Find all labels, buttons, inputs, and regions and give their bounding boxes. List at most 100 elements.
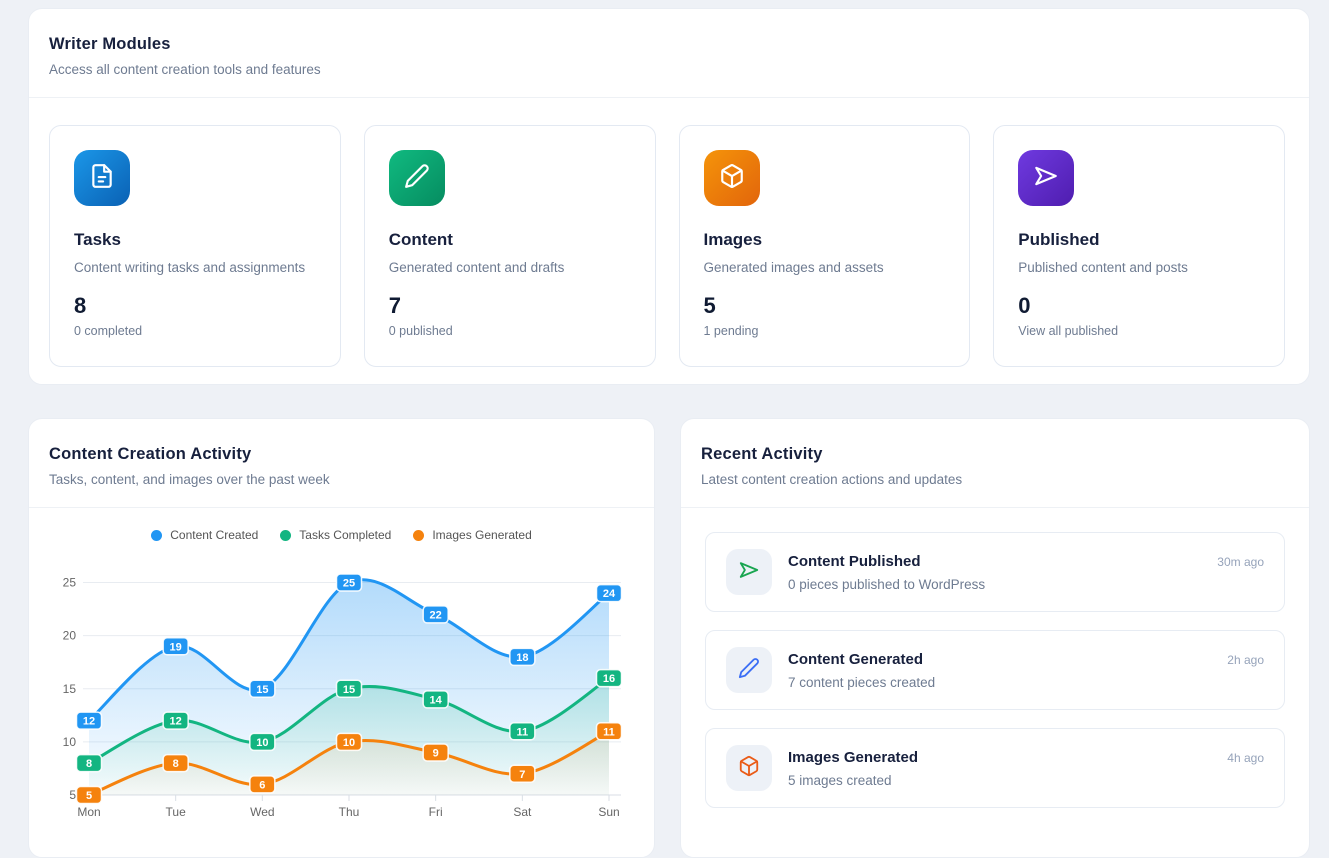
svg-text:18: 18 <box>516 652 528 664</box>
svg-text:15: 15 <box>63 682 77 696</box>
activity-item-description: 7 content pieces created <box>788 674 936 690</box>
chart-title: Content Creation Activity <box>49 445 252 463</box>
modules-row: Tasks Content writing tasks and assignme… <box>29 98 1309 367</box>
module-card-images[interactable]: Images Generated images and assets 5 1 p… <box>678 125 971 367</box>
chart-subtitle: Tasks, content, and images over the past… <box>49 472 330 487</box>
module-title: Images <box>703 230 763 249</box>
svg-text:Tue: Tue <box>166 805 187 819</box>
activity-item-description: 5 images created <box>788 772 892 788</box>
svg-text:Sat: Sat <box>513 805 532 819</box>
svg-text:20: 20 <box>63 629 77 643</box>
data-point-label: 7 <box>509 764 536 784</box>
published-icon-tile <box>1018 150 1075 206</box>
svg-text:22: 22 <box>430 609 442 621</box>
send-icon <box>1033 163 1059 194</box>
page-title: Writer Modules <box>49 35 171 53</box>
activity-body: Images Generated 4h ago 5 images created <box>788 749 1264 788</box>
data-point-label: 11 <box>509 722 536 741</box>
data-point-label: 16 <box>595 668 623 688</box>
activity-body: Content Generated 2h ago 7 content piece… <box>788 651 1264 690</box>
legend-item[interactable]: Images Generated <box>413 528 532 542</box>
data-point-label: 25 <box>335 573 363 592</box>
legend-label: Content Created <box>170 528 259 542</box>
svg-text:14: 14 <box>430 694 443 706</box>
legend-label: Images Generated <box>432 528 532 542</box>
cube-icon <box>719 163 745 194</box>
module-count: 7 <box>388 293 401 318</box>
svg-text:Thu: Thu <box>339 805 360 819</box>
data-point-label: 9 <box>422 743 449 762</box>
tasks-icon-tile <box>74 150 130 206</box>
module-card-content[interactable]: Content Generated content and drafts 7 0… <box>363 125 656 367</box>
svg-text:25: 25 <box>63 576 77 590</box>
legend-dot <box>151 529 163 541</box>
activity-icon-tile <box>726 549 772 595</box>
images-icon-tile <box>703 150 760 206</box>
svg-text:19: 19 <box>170 641 182 653</box>
svg-text:8: 8 <box>173 758 179 770</box>
file-icon <box>89 163 115 194</box>
data-point-label: 18 <box>509 647 536 667</box>
data-point-label: 14 <box>422 690 449 709</box>
legend-item[interactable]: Content Created <box>151 528 258 542</box>
activity-item-images-generated: Images Generated 4h ago 5 images created <box>705 728 1285 808</box>
data-point-label: 24 <box>595 583 623 603</box>
activity-line-chart: 5 10 15 20 25 Mon Tue Wed Thu Fri Sat Sun 12 19 15 25 22… <box>63 573 623 819</box>
activity-icon-tile <box>726 745 772 791</box>
svg-text:15: 15 <box>256 684 268 696</box>
module-description: Generated images and assets <box>703 260 884 275</box>
svg-text:7: 7 <box>519 769 525 781</box>
svg-text:6: 6 <box>259 779 265 791</box>
legend-item[interactable]: Tasks Completed <box>280 528 391 542</box>
svg-text:12: 12 <box>83 716 95 728</box>
activity-item-title: Images Generated <box>788 748 919 766</box>
data-point-label: 10 <box>249 732 276 752</box>
content-creation-activity-panel: Content Creation Activity Tasks, content… <box>28 418 655 858</box>
svg-text:16: 16 <box>603 673 615 685</box>
module-count: 0 <box>1018 293 1031 318</box>
content-icon-tile <box>388 150 445 206</box>
activity-item-content-generated: Content Generated 2h ago 7 content piece… <box>705 630 1285 710</box>
svg-text:Mon: Mon <box>77 805 100 819</box>
data-point-label: 11 <box>595 722 623 741</box>
chart-legend: Content Created Tasks Completed Images Gen… <box>29 528 654 542</box>
module-description: Published content and posts <box>1018 260 1188 275</box>
svg-text:24: 24 <box>603 588 616 600</box>
data-point-label: 10 <box>335 732 363 752</box>
data-point-label: 12 <box>162 711 189 730</box>
svg-text:11: 11 <box>517 726 529 738</box>
data-point-label: 12 <box>75 711 103 730</box>
writer-modules-panel: Writer Modules Access all content creati… <box>28 8 1310 385</box>
data-point-label: 6 <box>249 775 276 794</box>
svg-text:Sun: Sun <box>598 805 619 819</box>
data-point-label: 19 <box>162 637 189 656</box>
chart-panel-header: Content Creation Activity Tasks, content… <box>29 419 654 508</box>
activity-item-time: 2h ago <box>1227 652 1264 667</box>
module-count-sub: View all published <box>1018 324 1119 338</box>
svg-text:25: 25 <box>343 578 355 590</box>
activity-item-title: Content Generated <box>788 650 924 668</box>
module-card-tasks[interactable]: Tasks Content writing tasks and assignme… <box>49 125 341 367</box>
legend-label: Tasks Completed <box>299 528 392 542</box>
svg-text:5: 5 <box>69 788 76 802</box>
activity-item-content-published: Content Published 30m ago 0 pieces publi… <box>705 532 1285 612</box>
data-point-label: 5 <box>75 785 103 805</box>
svg-text:Fri: Fri <box>429 805 443 819</box>
page-subtitle: Access all content creation tools and fe… <box>49 62 321 77</box>
legend-dot <box>413 529 425 541</box>
activity-panel-header: Recent Activity Latest content creation … <box>681 419 1309 508</box>
module-count: 8 <box>74 293 87 318</box>
module-count: 5 <box>703 293 716 318</box>
module-description: Generated content and drafts <box>388 260 565 275</box>
module-title: Published <box>1018 230 1100 249</box>
svg-text:11: 11 <box>603 726 615 738</box>
activity-item-title: Content Published <box>788 552 921 570</box>
module-card-published[interactable]: Published Published content and posts 0 … <box>993 125 1285 367</box>
svg-text:8: 8 <box>86 758 92 770</box>
module-count-sub: 0 completed <box>74 324 143 338</box>
svg-text:Wed: Wed <box>250 805 274 819</box>
activity-item-time: 30m ago <box>1217 554 1264 569</box>
activity-item-description: 0 pieces published to WordPress <box>788 576 986 592</box>
activity-subtitle: Latest content creation actions and upda… <box>701 472 963 487</box>
svg-text:15: 15 <box>343 684 355 696</box>
